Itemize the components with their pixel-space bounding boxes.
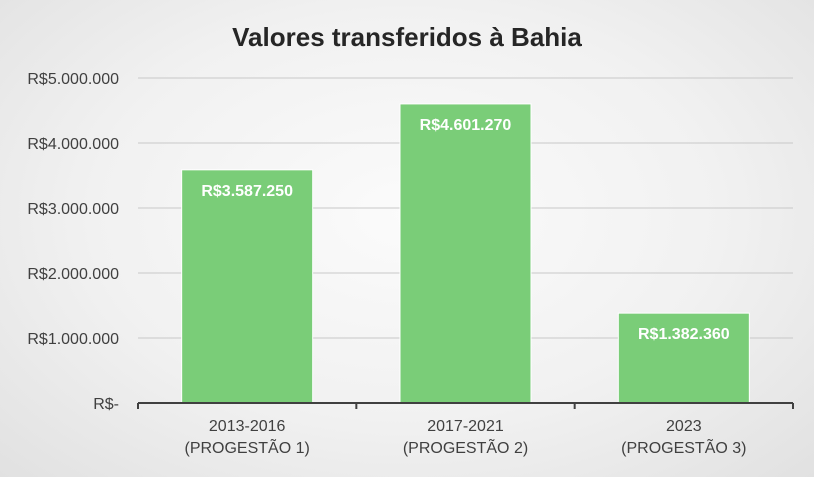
y-tick-label: R$-: [93, 396, 119, 413]
chart-title: Valores transferidos à Bahia: [232, 22, 582, 52]
data-labels: R$3.587.250 R$4.601.270 R$1.382.360: [201, 117, 729, 343]
bar: [181, 169, 314, 404]
bar: [399, 103, 532, 404]
y-tick-label: R$5.000.000: [27, 71, 119, 88]
bar: [617, 312, 750, 404]
x-tick-label: 2017-2021: [427, 418, 504, 435]
y-tick-label: R$2.000.000: [27, 266, 119, 283]
bars: [181, 103, 750, 404]
y-tick-label: R$3.000.000: [27, 201, 119, 218]
x-tick-label: (PROGESTÃO 1): [184, 437, 309, 457]
data-label: R$4.601.270: [420, 117, 512, 134]
x-tick-label: (PROGESTÃO 2): [403, 437, 528, 457]
x-axis: [137, 402, 794, 409]
y-axis-tick-labels: R$- R$1.000.000 R$2.000.000 R$3.000.000 R$4.…: [27, 71, 119, 413]
y-tick-label: R$1.000.000: [27, 331, 119, 348]
x-tick-label: 2023: [666, 418, 702, 435]
x-tick-label: (PROGESTÃO 3): [621, 437, 746, 457]
x-tick-label: 2013-2016: [209, 418, 286, 435]
x-axis-tick-labels: 2013-2016 (PROGESTÃO 1) 2017-2021 (PROGESTÃ…: [184, 418, 746, 457]
data-label: R$3.587.250: [201, 183, 293, 200]
y-tick-label: R$4.000.000: [27, 136, 119, 153]
data-label: R$1.382.360: [638, 326, 730, 343]
